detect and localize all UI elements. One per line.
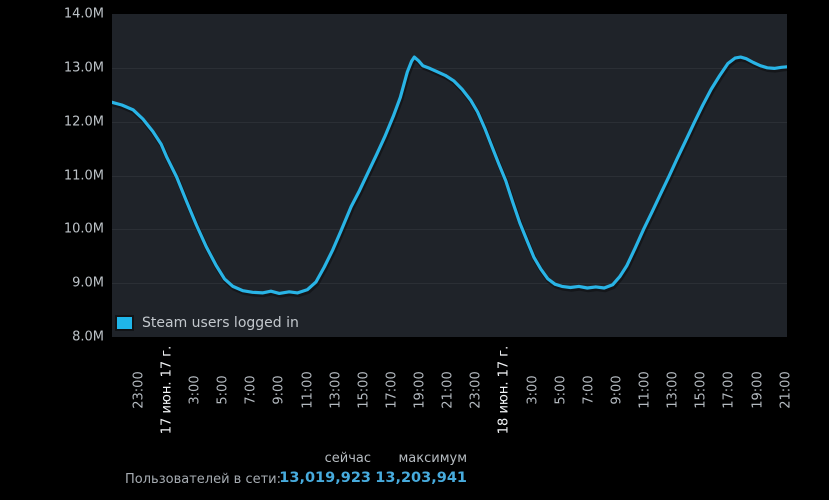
- stats-header-now: сейчас: [324, 451, 371, 466]
- x-axis-label: 5:00: [215, 375, 231, 405]
- x-axis-label: 17:00: [384, 371, 400, 409]
- x-axis-label: 19:00: [750, 371, 765, 409]
- x-axis-label: 15:00: [356, 371, 372, 409]
- x-axis-label: 5:00: [553, 375, 569, 405]
- plot-area[interactable]: Steam users logged in: [112, 14, 787, 337]
- chart-legend: Steam users logged in: [115, 315, 299, 331]
- x-axis-label: 9:00: [609, 375, 625, 405]
- gridline-11.0M: [112, 175, 787, 177]
- gridline-9.0M: [112, 283, 787, 285]
- x-axis-label: 7:00: [243, 375, 259, 405]
- stats-header-max: максимум: [398, 451, 467, 466]
- x-axis-date-label: 18 июн. 17 г.: [496, 345, 512, 435]
- x-axis-date-label: 17 июн. 17 г.: [159, 345, 175, 435]
- x-axis-label: 9:00: [271, 375, 287, 405]
- legend-label: Steam users logged in: [142, 315, 299, 331]
- y-axis-label: 9.0M: [72, 275, 104, 291]
- chart-line: [112, 55, 787, 295]
- x-axis-label: 11:00: [300, 371, 315, 409]
- legend-swatch: [115, 315, 134, 331]
- x-axis-label: 23:00: [468, 371, 484, 409]
- x-axis-label: 21:00: [440, 371, 456, 409]
- y-axis-label: 12.0M: [63, 114, 104, 130]
- x-axis-label: 17:00: [721, 371, 737, 409]
- x-axis-label: 23:00: [131, 371, 147, 409]
- x-axis-label: 3:00: [187, 375, 203, 405]
- chart-line-svg: [112, 55, 787, 298]
- x-axis-label: 21:00: [778, 371, 794, 409]
- y-axis-label: 11.0M: [63, 168, 104, 183]
- gridline-13.0M: [112, 67, 787, 69]
- y-axis-label: 13.0M: [63, 60, 104, 76]
- gridline-10.0M: [112, 229, 787, 231]
- x-axis-label: 19:00: [412, 371, 428, 409]
- stats-row-label: Пользователей в сети:: [125, 472, 281, 487]
- x-axis-label: 13:00: [665, 371, 681, 409]
- stats-value-max: 13,203,941: [375, 470, 467, 486]
- x-axis-label: 13:00: [328, 371, 344, 409]
- x-axis-label: 11:00: [637, 371, 653, 409]
- x-axis-label: 3:00: [525, 375, 540, 405]
- y-axis-label: 14.0M: [63, 6, 104, 22]
- gridline-12.0M: [112, 121, 787, 123]
- stats-value-now: 13,019,923: [279, 470, 371, 486]
- x-axis-label: 7:00: [581, 375, 597, 405]
- x-axis-label: 15:00: [693, 371, 709, 409]
- y-axis-label: 8.0M: [72, 329, 104, 345]
- y-axis-label: 10.0M: [63, 221, 104, 237]
